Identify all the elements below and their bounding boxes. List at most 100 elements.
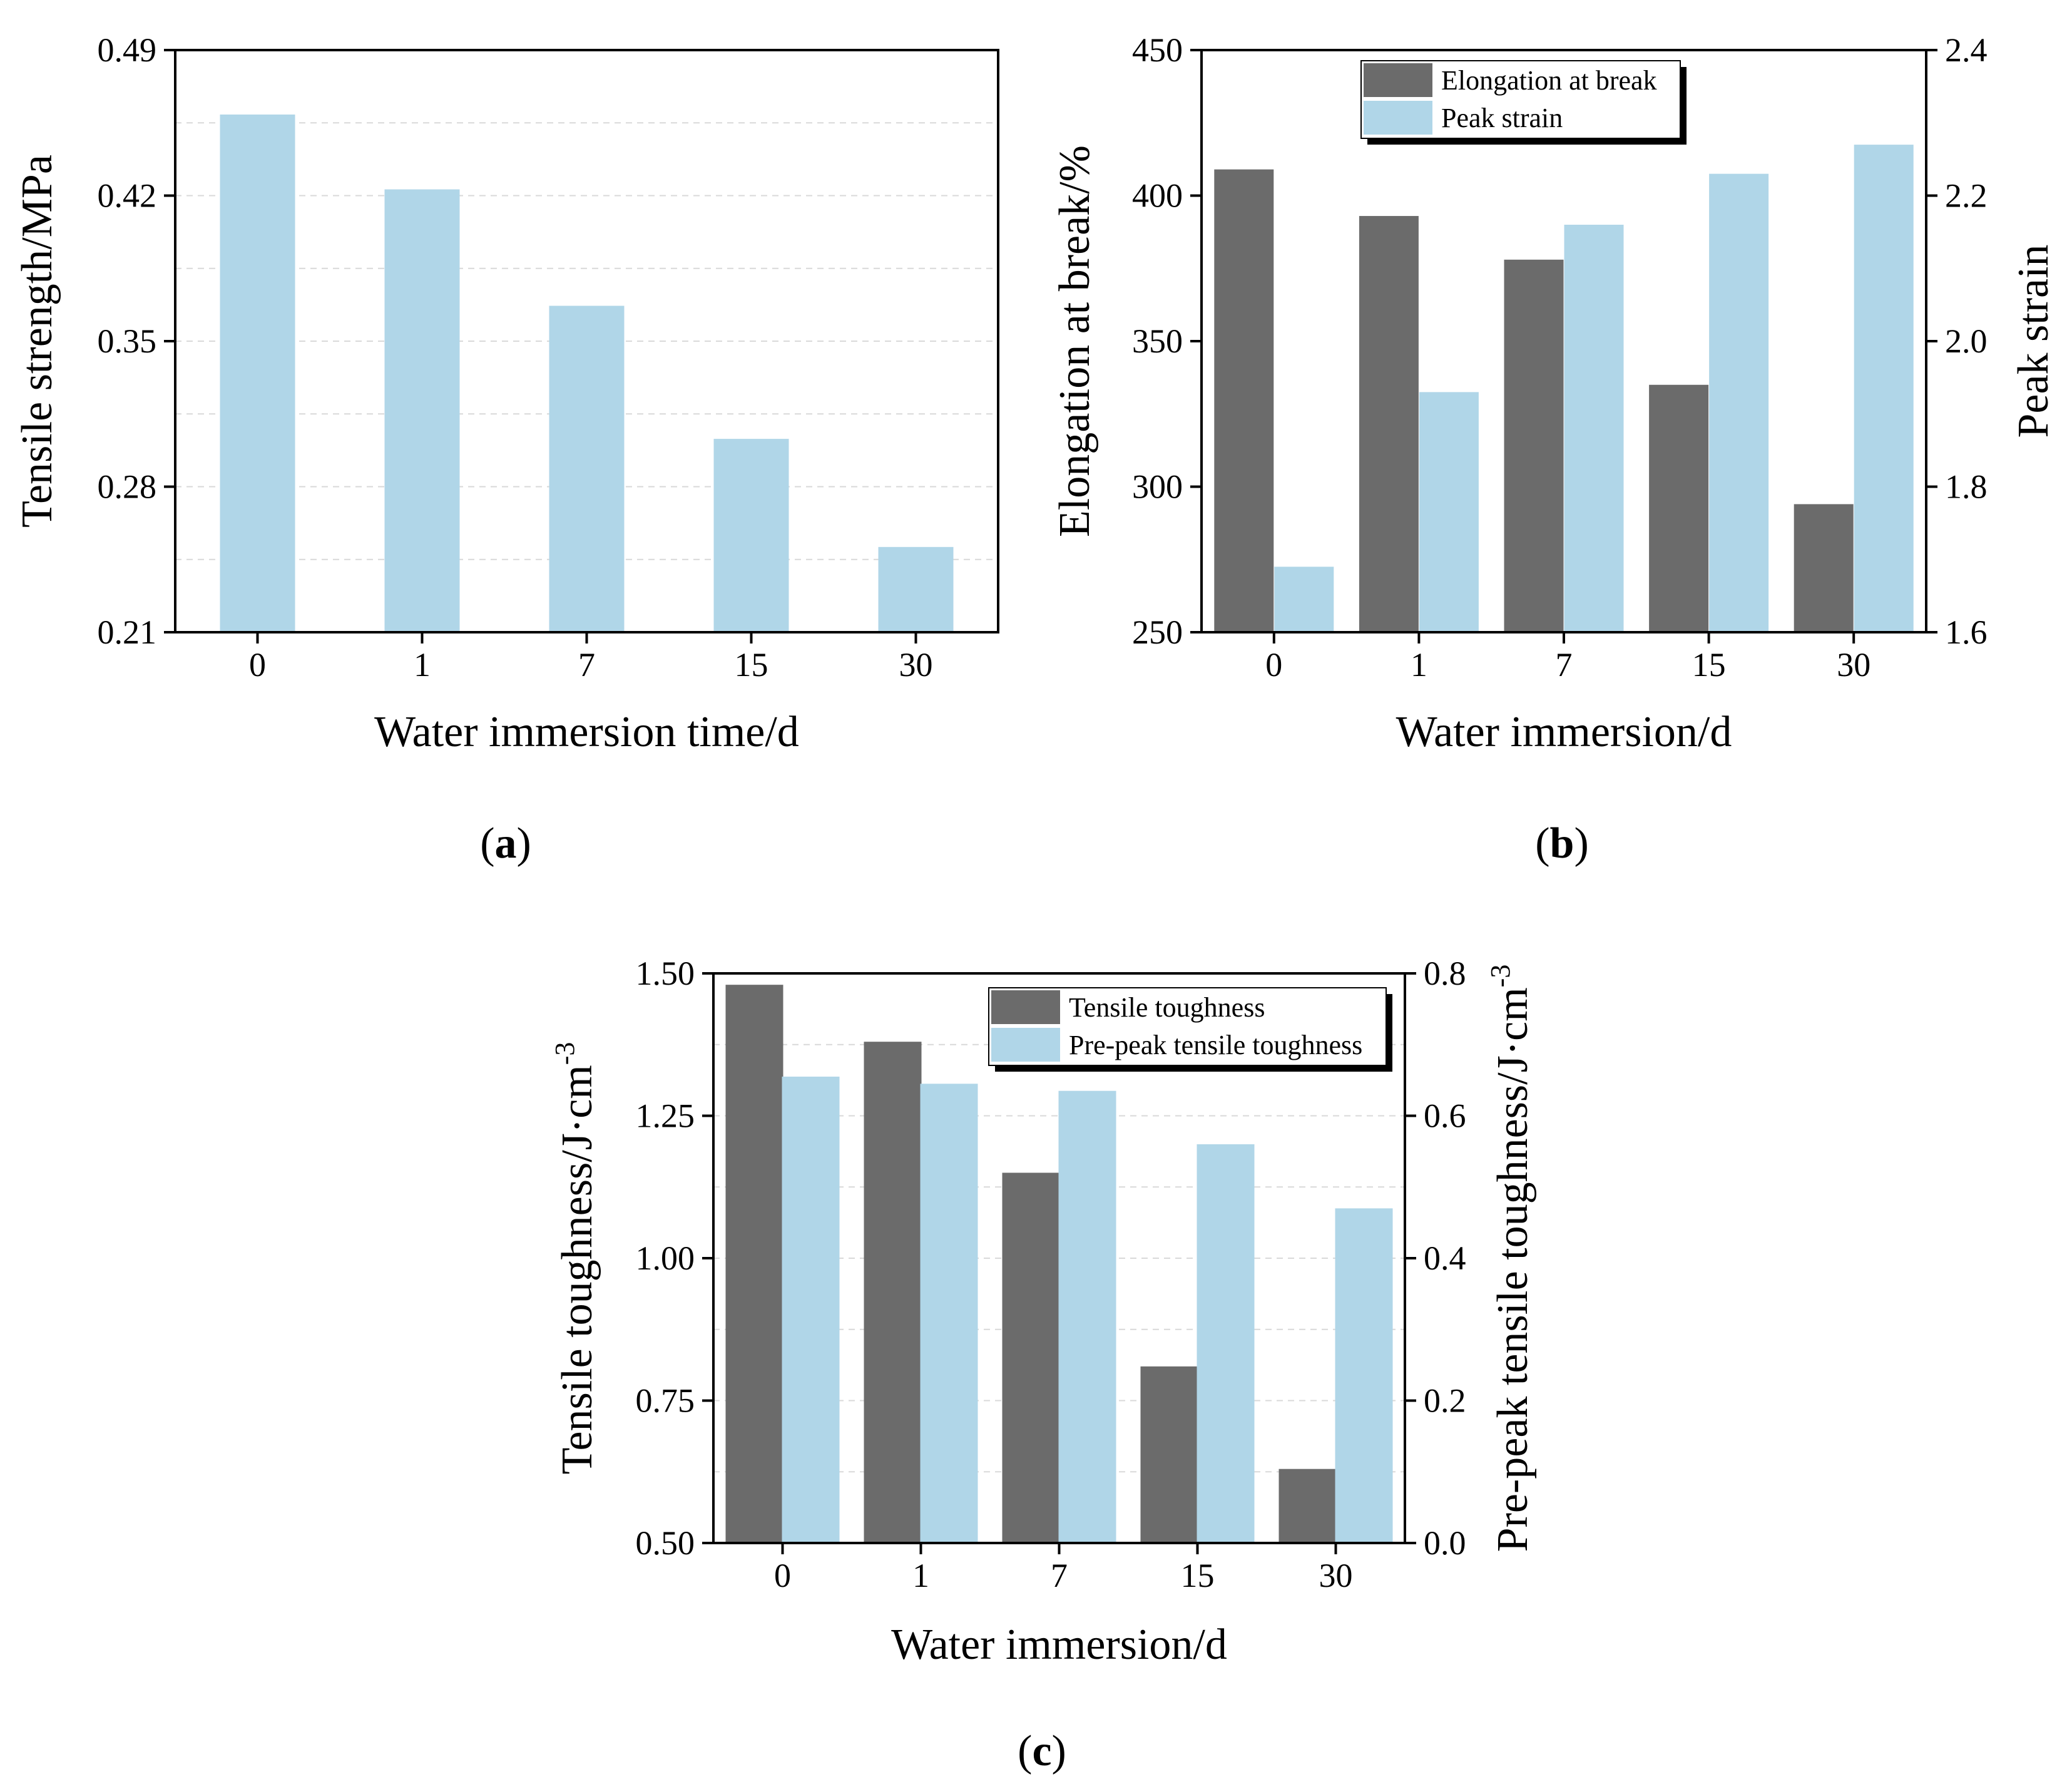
bar-pre-peak-tensile-toughness <box>1058 1090 1116 1543</box>
panel-label-letter: a <box>495 819 517 868</box>
y-axis-title-sup: -3 <box>549 1042 580 1065</box>
bar-peak-strain <box>1854 145 1914 632</box>
bar-pre-peak-tensile-toughness <box>1335 1208 1393 1543</box>
bar-pre-peak-tensile-toughness <box>782 1076 840 1543</box>
y-right-tick-label: 0.0 <box>1424 1524 1466 1562</box>
legend-label: Elongation at break <box>1441 65 1657 96</box>
x-tick-label: 15 <box>1692 646 1726 684</box>
y-axis-title-text: Tensile toughness/J·cm <box>553 1065 601 1474</box>
y-right-axis-title-sup: -3 <box>1485 965 1516 988</box>
y-tick-label: 1.00 <box>636 1239 695 1277</box>
legend-swatch <box>991 1028 1060 1062</box>
panel-label-close: ) <box>1052 1727 1066 1775</box>
y-right-axis-title: Peak strain <box>2009 244 2058 438</box>
y-right-tick-label: 1.8 <box>1945 468 1988 506</box>
y-right-axis-title-text: Pre-peak tensile toughness/J·cm <box>1489 987 1537 1552</box>
x-tick-label: 1 <box>1411 646 1427 684</box>
bar-tensile-toughness <box>1278 1469 1337 1543</box>
y-tick-label: 0.21 <box>98 613 157 651</box>
legend-swatch <box>1364 101 1432 135</box>
bar-tensile-strength <box>384 189 460 632</box>
bar-pre-peak-tensile-toughness <box>1197 1144 1255 1543</box>
bar-elongation-at-break <box>1214 169 1274 632</box>
x-tick-label: 7 <box>1556 646 1573 684</box>
chart-panel-a: 0.21 0.28 0.35 0.42 0.49 0 1 7 15 30 Water immersi… <box>13 31 999 868</box>
y-tick-label: 1.25 <box>636 1097 695 1135</box>
bar-peak-strain <box>1564 225 1624 632</box>
panel-label: (c) <box>1018 1727 1066 1775</box>
y-axis-title: Elongation at break/% <box>1051 145 1099 537</box>
y-right-axis-title: Pre-peak tensile toughness/J·cm-3 <box>1485 965 1537 1552</box>
legend-label: Peak strain <box>1441 103 1563 133</box>
x-tick-label: 30 <box>1837 646 1870 684</box>
y-right-tick-label: 0.8 <box>1424 955 1466 992</box>
panel-label-open: ( <box>1535 819 1549 868</box>
panel-label: (b) <box>1535 819 1589 868</box>
bar-tensile-strength <box>549 305 625 632</box>
bar-elongation-at-break <box>1504 259 1564 632</box>
y-tick-label: 400 <box>1132 177 1183 215</box>
chart-panel-b: 250 300 350 400 450 1.6 1.8 2.0 2.2 2.4 0 1 7 15 30 Wat… <box>1051 31 2058 868</box>
y-axis-title: Tensile toughness/J·cm-3 <box>549 1042 601 1475</box>
legend-label: Tensile toughness <box>1069 992 1265 1023</box>
y-tick-label: 0.75 <box>636 1382 695 1420</box>
y-right-tick-label: 0.4 <box>1424 1239 1466 1277</box>
y-tick-label: 300 <box>1132 468 1183 506</box>
y-right-tick-label: 1.6 <box>1945 613 1988 651</box>
panel-label-close: ) <box>1574 819 1588 868</box>
bar-pre-peak-tensile-toughness <box>920 1084 978 1543</box>
bar-tensile-strength <box>220 114 295 632</box>
bar-tensile-toughness <box>864 1042 922 1543</box>
x-tick-label: 30 <box>1319 1557 1353 1594</box>
bar-elongation-at-break <box>1794 504 1854 632</box>
y-tick-label: 0.42 <box>98 177 157 215</box>
y-right-tick-label: 2.2 <box>1945 177 1988 215</box>
x-tick-label: 15 <box>1181 1557 1215 1594</box>
bar-tensile-toughness <box>1002 1172 1060 1543</box>
x-tick-label: 1 <box>912 1557 929 1594</box>
bar-elongation-at-break <box>1359 216 1419 632</box>
bar-tensile-strength <box>713 439 789 632</box>
panel-label-close: ) <box>517 819 531 868</box>
y-tick-label: 1.50 <box>636 955 695 992</box>
x-tick-label: 15 <box>735 646 768 684</box>
bar-peak-strain <box>1709 173 1769 632</box>
panel-label-open: ( <box>480 819 494 868</box>
bar-tensile-toughness <box>725 985 783 1543</box>
y-tick-label: 450 <box>1132 31 1183 69</box>
y-tick-label: 350 <box>1132 322 1183 360</box>
y-right-tick-label: 2.4 <box>1945 31 1988 69</box>
y-axis-title: Tensile strength/MPa <box>13 155 61 528</box>
y-tick-label: 250 <box>1132 613 1183 651</box>
y-right-tick-label: 0.2 <box>1424 1382 1466 1420</box>
x-tick-label: 7 <box>1051 1557 1068 1594</box>
legend-swatch <box>1364 63 1432 97</box>
bar-tensile-toughness <box>1140 1366 1198 1543</box>
x-tick-label: 1 <box>414 646 431 684</box>
bar-elongation-at-break <box>1649 384 1709 632</box>
legend-label: Pre-peak tensile toughness <box>1069 1030 1362 1060</box>
x-tick-label: 30 <box>899 646 933 684</box>
panel-label-open: ( <box>1018 1727 1032 1775</box>
panel-label: (a) <box>480 819 531 868</box>
x-tick-label: 0 <box>249 646 266 684</box>
y-tick-label: 0.50 <box>636 1524 695 1562</box>
x-axis-title: Water immersion time/d <box>374 708 799 756</box>
y-right-axis-title-text: Peak strain <box>2009 244 2058 438</box>
x-tick-label: 0 <box>774 1557 791 1594</box>
y-tick-label: 0.35 <box>98 322 157 360</box>
x-tick-label: 0 <box>1265 646 1282 684</box>
chart-panel-c: 0.50 0.75 1.00 1.25 1.50 0.0 0.2 0.4 0.6 0.8 0 1 7 15… <box>549 955 1537 1775</box>
x-axis-title: Water immersion/d <box>1396 708 1732 756</box>
y-right-tick-label: 2.0 <box>1945 322 1988 360</box>
legend: Elongation at break Peak strain <box>1360 60 1687 145</box>
legend-swatch <box>991 990 1060 1024</box>
y-axis-title-text: Tensile strength/MPa <box>13 155 61 528</box>
x-axis-title: Water immersion/d <box>891 1621 1227 1669</box>
y-right-tick-label: 0.6 <box>1424 1097 1466 1135</box>
bar-peak-strain <box>1419 392 1479 632</box>
panel-label-letter: c <box>1032 1727 1051 1775</box>
y-tick-label: 0.49 <box>98 31 157 69</box>
legend: Tensile toughness Pre-peak tensile toughn… <box>988 987 1392 1072</box>
